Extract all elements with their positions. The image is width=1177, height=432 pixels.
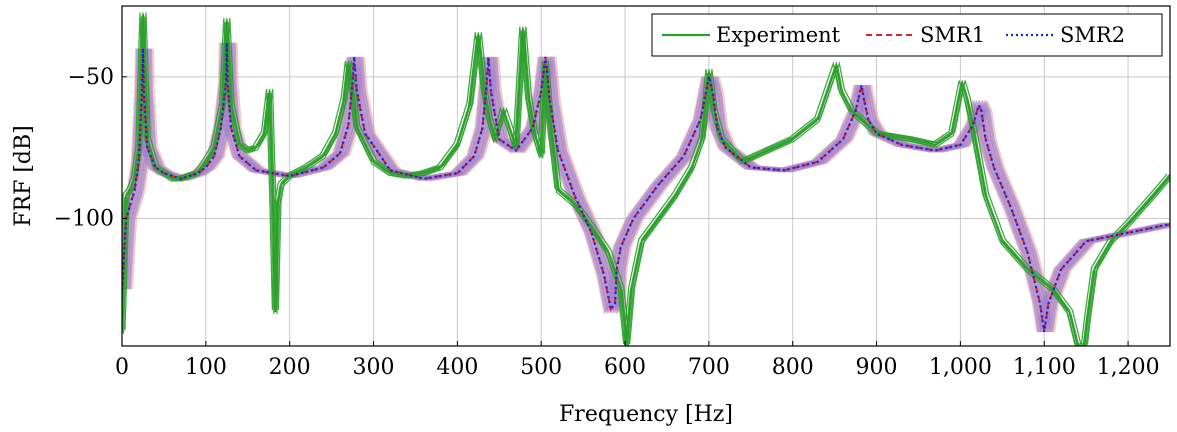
x-tick-label: 200 (269, 355, 311, 380)
legend-label-smr1: SMR1 (920, 23, 985, 47)
grid (121, 6, 1170, 346)
experiment-line (124, 12, 1170, 345)
legend-label-experiment: Experiment (716, 23, 841, 47)
experiment-line (122, 16, 1170, 346)
experiment-line (122, 12, 1168, 345)
x-tick-label: 700 (688, 355, 730, 380)
x-tick-label: 0 (115, 355, 129, 380)
legend-label-smr2: SMR2 (1060, 23, 1125, 47)
legend: Experiment SMR1 SMR2 (651, 13, 1163, 57)
y-tick-label: −100 (54, 207, 114, 232)
experiment-line (122, 14, 1170, 346)
axis-ticks: 0 100 200 300 400 500 600 700 800 900 1,000 1,100 1,… (54, 65, 1160, 380)
smr2-band (127, 42, 1170, 333)
x-tick-label: 300 (353, 355, 395, 380)
y-tick-label: −50 (68, 65, 114, 90)
x-tick-label: 100 (185, 355, 227, 380)
x-tick-label: 600 (604, 355, 646, 380)
x-tick-label: 500 (520, 355, 562, 380)
x-tick-label: 1,000 (929, 355, 992, 380)
x-tick-label: 800 (772, 355, 814, 380)
x-tick-label: 900 (856, 355, 898, 380)
smr2-line (122, 42, 1170, 332)
plot-frame (121, 5, 1171, 347)
y-axis-label: FRF [dB] (11, 125, 36, 227)
x-axis-label: Frequency [Hz] (559, 402, 733, 427)
x-tick-label: 1,100 (1013, 355, 1076, 380)
series-lines (122, 12, 1170, 346)
x-tick-label: 400 (436, 355, 478, 380)
x-tick-label: 1,200 (1097, 355, 1160, 380)
